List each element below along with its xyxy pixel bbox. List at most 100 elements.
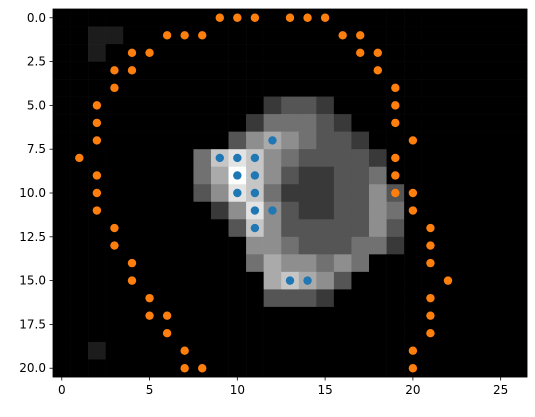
image-pixel [246,96,264,115]
x-tick-label: 10 [230,383,245,397]
image-pixel [333,201,352,220]
image-pixel [140,166,159,185]
image-pixel [88,271,106,290]
image-pixel [281,166,300,185]
image-pixel [70,324,89,343]
image-pixel [491,184,510,203]
image-pixel [439,44,458,62]
image-pixel [211,306,229,325]
image-pixel [70,289,89,308]
image-pixel [140,359,159,378]
image-pixel [439,341,458,360]
image-pixel [70,79,89,97]
image-pixel [386,26,405,45]
point [180,346,189,355]
image-pixel [263,341,282,360]
image-pixel [193,219,212,238]
image-pixel [70,114,89,132]
image-pixel [211,341,229,360]
image-pixel [140,219,159,238]
image-pixel [193,306,212,325]
image-pixel [246,271,264,290]
image-pixel [316,289,335,308]
image-pixel [369,149,387,168]
image-pixel [333,341,352,360]
image-pixel [333,184,352,203]
point [92,206,102,215]
point [92,118,102,128]
image-pixel [193,201,212,220]
point [408,136,418,145]
image-pixel [421,9,440,27]
image-pixel [88,79,106,97]
image-pixel [211,289,229,308]
image-pixel [70,166,89,185]
point [233,188,242,198]
image-pixel [158,114,177,132]
image-pixel [175,149,194,168]
image-pixel [53,166,71,185]
image-pixel [491,341,510,360]
point [233,171,242,180]
point [75,153,84,163]
image-pixel [386,289,405,308]
image-pixel [70,131,89,150]
image-pixel [386,359,405,378]
image-pixel [369,131,387,150]
point [391,118,400,128]
image-pixel [316,359,335,378]
point [127,66,137,75]
image-pixel [158,219,177,238]
point [391,171,400,180]
image-pixel [474,271,493,290]
image-pixel [175,271,194,290]
image-pixel [123,166,142,185]
y-tick-label: 0.0 [27,11,46,25]
image-pixel [105,341,124,360]
image-pixel [386,324,405,343]
image-pixel [228,201,247,220]
image-pixel [421,166,440,185]
image-pixel [228,359,247,378]
image-pixel [123,79,142,97]
image-pixel [70,306,89,325]
image-pixel [369,324,387,343]
image-pixel [456,184,475,203]
image-pixel [140,114,159,132]
image-pixel [298,236,317,255]
image-pixel [53,96,71,115]
image-pixel [456,114,475,132]
image-pixel [53,184,71,203]
y-tick-label: 5.0 [27,98,46,112]
image-pixel [369,26,387,45]
image-pixel [404,254,422,273]
image-pixel [298,26,317,45]
point [110,223,119,233]
image-pixel [140,341,159,360]
image-pixel [474,359,493,378]
image-pixel [474,306,493,325]
image-pixel [491,114,510,132]
image-pixel [158,271,177,290]
image-pixel [509,26,528,45]
image-pixel [211,219,229,238]
image-pixel [246,236,264,255]
image-pixel [333,254,352,273]
image-pixel [123,114,142,132]
image-pixel [193,254,212,273]
image-pixel [228,306,247,325]
image-pixel [474,236,493,255]
point [268,206,277,215]
image-pixel [53,26,71,45]
image-pixel [88,359,106,378]
image-pixel [298,96,317,115]
image-pixel [298,324,317,343]
image-pixel [386,61,405,80]
image-pixel [456,306,475,325]
image-pixel [228,26,247,45]
point [127,48,137,58]
image-pixel [193,131,212,150]
image-pixel [386,271,405,290]
image-pixel [509,96,528,115]
image-pixel [474,324,493,343]
